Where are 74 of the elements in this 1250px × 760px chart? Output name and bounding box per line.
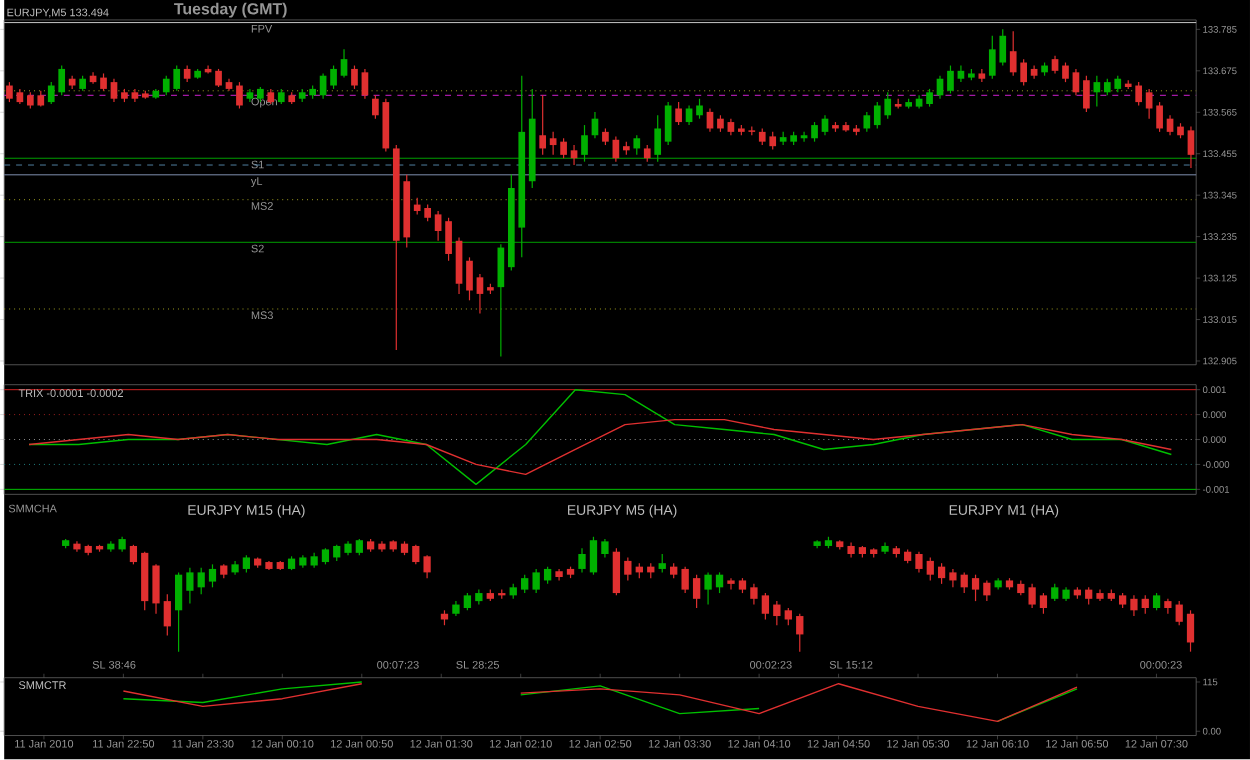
candlestick (455, 237, 463, 295)
candlestick (578, 547, 586, 574)
candlestick (658, 553, 666, 574)
candlestick (466, 257, 473, 302)
candlestick (521, 574, 529, 594)
candlestick (1156, 101, 1163, 133)
candlestick (664, 101, 672, 146)
candlestick (800, 131, 808, 143)
candlestick (612, 547, 621, 597)
candlestick (549, 131, 557, 156)
candlestick (351, 65, 358, 90)
candlestick (654, 114, 662, 163)
candlestick (811, 121, 818, 143)
candlestick (589, 536, 598, 576)
candlestick (340, 49, 348, 79)
candlestick (750, 583, 758, 606)
candlestick (692, 574, 701, 609)
candlestick (1039, 592, 1048, 615)
candlestick (236, 81, 243, 110)
candlestick (1175, 600, 1183, 627)
candlestick (983, 580, 991, 602)
candlestick (1130, 595, 1138, 617)
candlestick (727, 577, 735, 591)
candlestick (570, 144, 578, 166)
candlestick (163, 593, 171, 637)
candlestick (330, 65, 337, 90)
candlestick (926, 557, 934, 582)
candlestick (1062, 62, 1069, 83)
candlestick (378, 541, 386, 553)
candlestick (560, 137, 567, 160)
candlestick (215, 68, 222, 88)
candlestick (423, 554, 431, 580)
candlestick (681, 566, 689, 594)
candlestick (949, 568, 957, 589)
candlestick (1083, 75, 1090, 113)
candlestick (915, 551, 923, 574)
candlestick (704, 572, 712, 606)
candlestick (174, 572, 183, 653)
candlestick (208, 564, 217, 589)
candlestick (110, 78, 118, 103)
candlestick (539, 94, 547, 156)
candlestick (937, 562, 946, 585)
candlestick (1072, 68, 1080, 97)
candlestick (412, 544, 420, 566)
candlestick (581, 124, 588, 163)
candlestick (476, 273, 484, 315)
candlestick (947, 65, 954, 95)
candlestick (1145, 88, 1153, 120)
candlestick (796, 613, 804, 653)
candlestick (129, 544, 138, 566)
candlestick (445, 217, 452, 262)
candlestick (696, 98, 703, 120)
candlestick (1187, 126, 1195, 169)
candlestick (675, 101, 682, 126)
candlestick (532, 568, 540, 594)
candlestick (361, 68, 369, 100)
candlestick (6, 81, 13, 103)
candlestick (152, 564, 160, 615)
candlestick (960, 572, 968, 594)
candlestick (773, 600, 781, 627)
candlestick (186, 567, 194, 605)
candlestick (715, 572, 724, 594)
candlestick (601, 538, 609, 559)
candlestick (633, 134, 641, 156)
candlestick (971, 574, 980, 602)
candlestick (1141, 595, 1149, 615)
candlestick (624, 557, 632, 582)
candlestick (197, 567, 205, 596)
candlestick (434, 210, 442, 242)
candlestick (1028, 583, 1036, 609)
candlestick (761, 592, 770, 621)
candlestick (73, 541, 81, 553)
candlestick (1186, 609, 1195, 653)
candlestick (863, 111, 871, 133)
